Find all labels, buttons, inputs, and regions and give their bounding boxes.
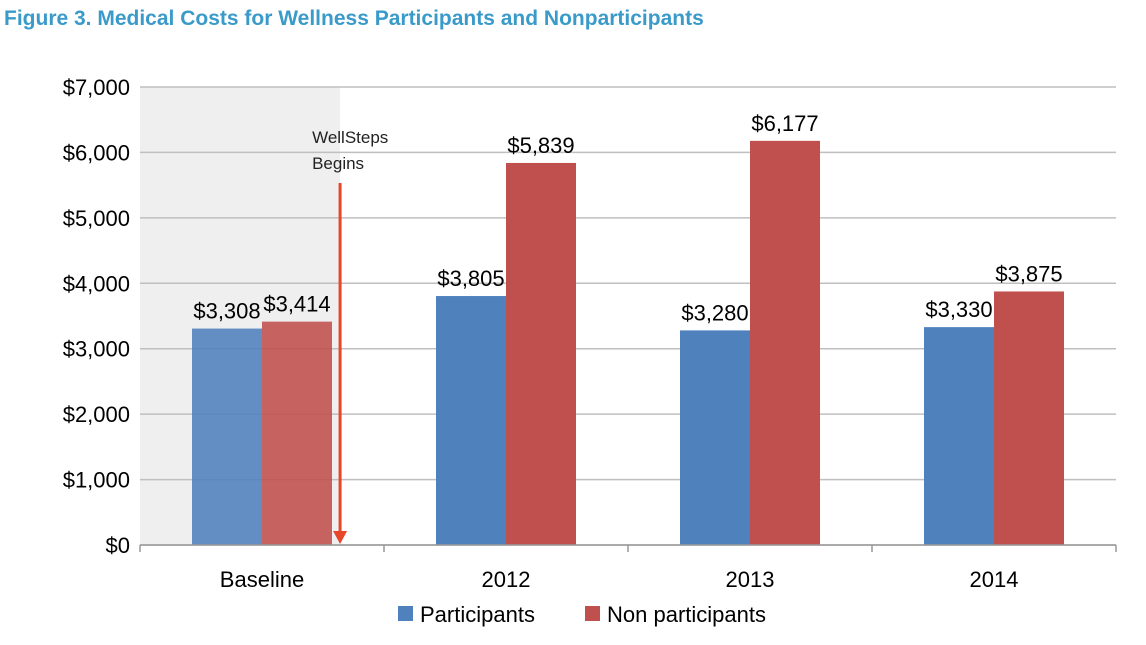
category-label: 2012 <box>482 567 531 592</box>
category-label: Baseline <box>220 567 304 592</box>
legend-nonparticipants: Non participants <box>585 602 766 627</box>
data-label: $3,330 <box>925 297 992 322</box>
annotation-text: Begins <box>312 154 364 173</box>
legend-participants: Participants <box>398 602 535 627</box>
bar-nonparticipants-2012 <box>506 162 576 545</box>
bar-nonparticipants-2014 <box>994 291 1064 545</box>
data-label: $6,177 <box>751 111 818 136</box>
wellsteps-annotation: WellSteps Begins <box>312 128 388 544</box>
data-label: $3,414 <box>263 292 330 317</box>
data-labels: $3,308 $3,414 $3,805 $5,839 $3,280 $6,177 $3,3… <box>193 111 1062 326</box>
chart-title: Figure 3. Medical Costs for Wellness Par… <box>4 7 704 30</box>
bar-nonparticipants-2013 <box>750 140 820 545</box>
legend-label: Participants <box>420 602 535 627</box>
annotation-text: WellSteps <box>312 128 388 147</box>
legend-swatch <box>398 606 413 621</box>
legend-swatch <box>585 606 600 621</box>
bar-participants-2014 <box>924 327 994 545</box>
legend-label: Non participants <box>607 602 766 627</box>
bar-nonparticipants-baseline <box>262 321 332 545</box>
category-label: 2013 <box>726 567 775 592</box>
data-label: $3,875 <box>995 261 1062 286</box>
y-tick-label: $7,000 <box>63 75 130 100</box>
data-label: $5,839 <box>507 133 574 158</box>
data-label: $3,280 <box>681 300 748 325</box>
bar-participants-baseline <box>192 328 262 545</box>
y-axis: $0 $1,000 $2,000 $3,000 $4,000 $5,000 $6,000 $7… <box>63 75 130 558</box>
y-tick-label: $4,000 <box>63 271 130 296</box>
y-tick-label: $2,000 <box>63 402 130 427</box>
bars <box>192 140 1064 545</box>
arrow-head <box>333 531 348 544</box>
y-tick-label: $3,000 <box>63 337 130 362</box>
x-axis: Baseline 2012 2013 2014 <box>139 544 1117 592</box>
bar-participants-2013 <box>680 330 750 545</box>
y-tick-label: $1,000 <box>63 468 130 493</box>
data-label: $3,805 <box>437 266 504 291</box>
y-tick-label: $5,000 <box>63 206 130 231</box>
legend: Participants Non participants <box>398 602 766 627</box>
category-label: 2014 <box>970 567 1019 592</box>
y-tick-label: $0 <box>106 533 130 558</box>
bar-participants-2012 <box>436 296 506 545</box>
y-tick-label: $6,000 <box>63 140 130 165</box>
data-label: $3,308 <box>193 299 260 324</box>
